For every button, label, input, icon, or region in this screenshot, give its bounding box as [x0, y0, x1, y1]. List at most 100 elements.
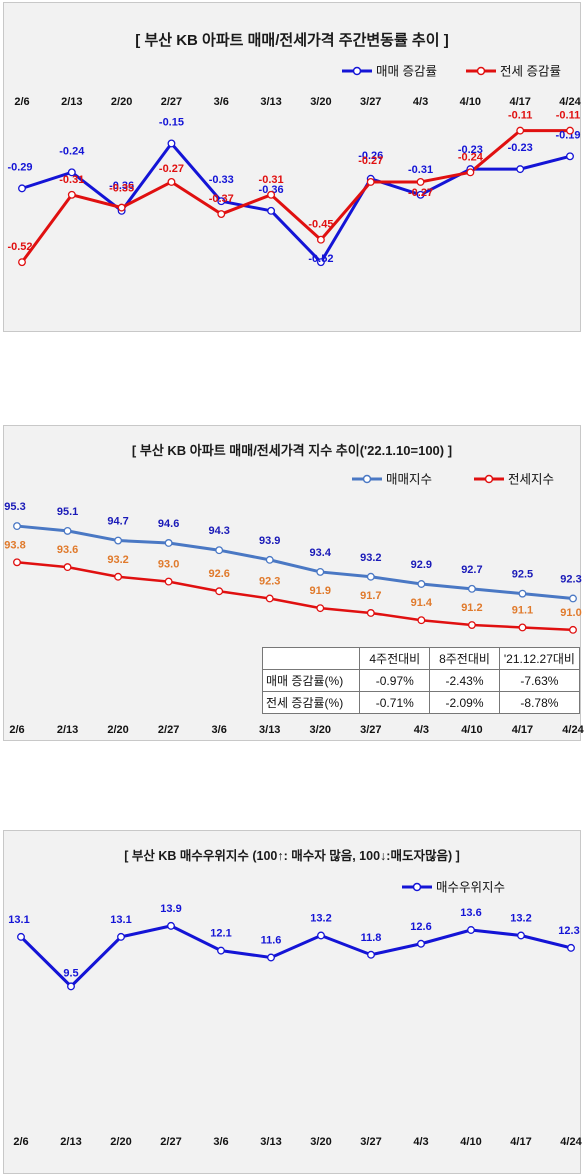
- x-tick-label: 3/20: [310, 96, 331, 108]
- data-point: [467, 926, 475, 934]
- data-label: -0.31: [259, 174, 284, 186]
- data-label: -0.37: [209, 193, 234, 205]
- data-label: -0.11: [556, 110, 580, 122]
- data-label: 9.5: [63, 967, 78, 979]
- data-label: -0.24: [458, 151, 484, 163]
- legend-label: 매매지수: [386, 473, 432, 487]
- x-tick-label: 2/6: [9, 724, 24, 736]
- data-point: [164, 539, 173, 547]
- data-label: 92.5: [512, 569, 533, 581]
- x-tick-label: 4/3: [413, 1136, 428, 1148]
- x-tick-label: 4/24: [559, 96, 581, 108]
- data-point: [265, 594, 274, 603]
- price-index-chart-panel: [ 부산 KB 아파트 매매/전세가격 지수 추이('22.1.10=100) …: [3, 425, 584, 741]
- price-index-chart-title: [ 부산 KB 아파트 매매/전세가격 지수 추이('22.1.10=100) …: [131, 443, 453, 458]
- data-point: [316, 567, 325, 576]
- data-label: 12.3: [558, 925, 579, 937]
- x-tick-label: 2/6: [13, 1136, 28, 1148]
- data-point: [367, 950, 375, 959]
- x-tick-label: 3/6: [213, 1136, 228, 1148]
- data-label: 13.9: [160, 903, 181, 915]
- table-row: 매매 증감률(%) -0.97% -2.43% -7.63%: [261, 669, 581, 692]
- x-tick-label: 2/20: [110, 1136, 131, 1148]
- table-header-cell: 8주전대비: [429, 647, 500, 670]
- x-tick-label: 4/24: [560, 1136, 582, 1148]
- data-point: [267, 190, 276, 199]
- x-tick-label: 3/6: [212, 724, 227, 736]
- data-label: -0.31: [408, 164, 433, 176]
- price-index-chart: 2/6 2/13 2/20 2/27 3/6 3/13 3/20 3/27 4/3 4/10 4/1…: [4, 473, 584, 737]
- data-label: -0.26: [358, 150, 383, 162]
- x-tick-label: 3/13: [260, 96, 281, 108]
- x-tick-label: 4/10: [460, 1136, 481, 1148]
- x-tick-label: 2/27: [158, 724, 179, 736]
- data-label: 13.2: [510, 913, 531, 925]
- x-tick-label: 4/10: [461, 724, 482, 736]
- series-line: [16, 524, 574, 600]
- data-point: [117, 203, 126, 212]
- data-point: [566, 152, 574, 161]
- data-point: [215, 587, 224, 596]
- data-point: [17, 932, 25, 941]
- x-tick-label: 4/24: [562, 724, 584, 736]
- data-label: 92.3: [259, 575, 280, 587]
- legend-label: 매수우위지수: [436, 881, 505, 895]
- data-label: 95.3: [4, 501, 25, 513]
- x-tick-label: 2/6: [14, 96, 29, 108]
- data-point: [117, 932, 125, 941]
- data-label: -0.23: [458, 144, 483, 156]
- data-point: [63, 526, 72, 535]
- x-tick-label: 2/20: [107, 724, 128, 736]
- data-label: -0.27: [358, 155, 383, 167]
- table-corner-cell: [261, 647, 360, 670]
- data-point: [13, 558, 21, 567]
- data-point: [567, 943, 575, 952]
- table-cell: -2.43%: [429, 669, 500, 692]
- data-point: [217, 210, 226, 218]
- data-label: 12.6: [410, 921, 431, 933]
- data-point: [267, 953, 275, 962]
- table-row: 전세 증감률(%) -0.71% -2.09% -8.78%: [261, 691, 581, 714]
- weekly-change-chart-panel: [ 부산 KB 아파트 매매/전세가격 주간변동률 추이 ] 2/6 2/13 2/…: [3, 2, 582, 332]
- data-label: 93.0: [158, 559, 179, 571]
- data-label: 13.1: [110, 914, 131, 926]
- data-point: [217, 197, 226, 206]
- data-point: [114, 536, 123, 545]
- table-cell: -0.71%: [359, 691, 431, 714]
- data-label: 91.7: [360, 590, 381, 602]
- x-tick-label: 2/13: [57, 724, 78, 736]
- data-point: [417, 939, 425, 948]
- weekly-change-chart: 2/6 2/13 2/20 2/27 3/6 3/13 3/20 3/27 4/3 4/10 4/1…: [7, 65, 582, 267]
- data-label: 13.2: [310, 913, 331, 925]
- data-point: [317, 931, 325, 940]
- x-tick-label: 3/13: [260, 1136, 281, 1148]
- table-header-cell: '21.12.27대비: [498, 647, 581, 670]
- x-tick-label: 4/17: [512, 724, 533, 736]
- data-point: [114, 572, 123, 581]
- data-point: [164, 577, 173, 586]
- data-point: [518, 623, 527, 632]
- data-label: -0.29: [7, 161, 32, 173]
- data-label: 93.9: [259, 535, 280, 547]
- x-tick-label: 3/27: [360, 1136, 381, 1148]
- data-point: [316, 235, 325, 244]
- x-tick-label: 2/27: [161, 96, 182, 108]
- data-point: [517, 931, 525, 940]
- data-point: [566, 126, 574, 135]
- data-point: [516, 126, 525, 135]
- data-label: 12.1: [210, 928, 231, 940]
- x-tick-label: 2/13: [61, 96, 82, 108]
- data-point: [267, 206, 276, 215]
- data-label: -0.27: [408, 187, 433, 199]
- legend-marker: [362, 474, 372, 484]
- data-point: [13, 522, 21, 531]
- x-tick-label: 4/17: [509, 96, 530, 108]
- x-tick-label: 4/3: [413, 96, 428, 108]
- buyer-index-chart: 2/6 2/13 2/20 2/27 3/6 3/13 3/20 3/27 4/3 4/10 4/1…: [8, 881, 582, 1149]
- data-label: 91.4: [411, 597, 433, 609]
- data-label: 92.3: [560, 573, 581, 585]
- series-line: [20, 129, 570, 264]
- data-point: [167, 921, 175, 930]
- table-cell: -8.78%: [498, 691, 581, 714]
- x-tick-label: 2/20: [111, 96, 132, 108]
